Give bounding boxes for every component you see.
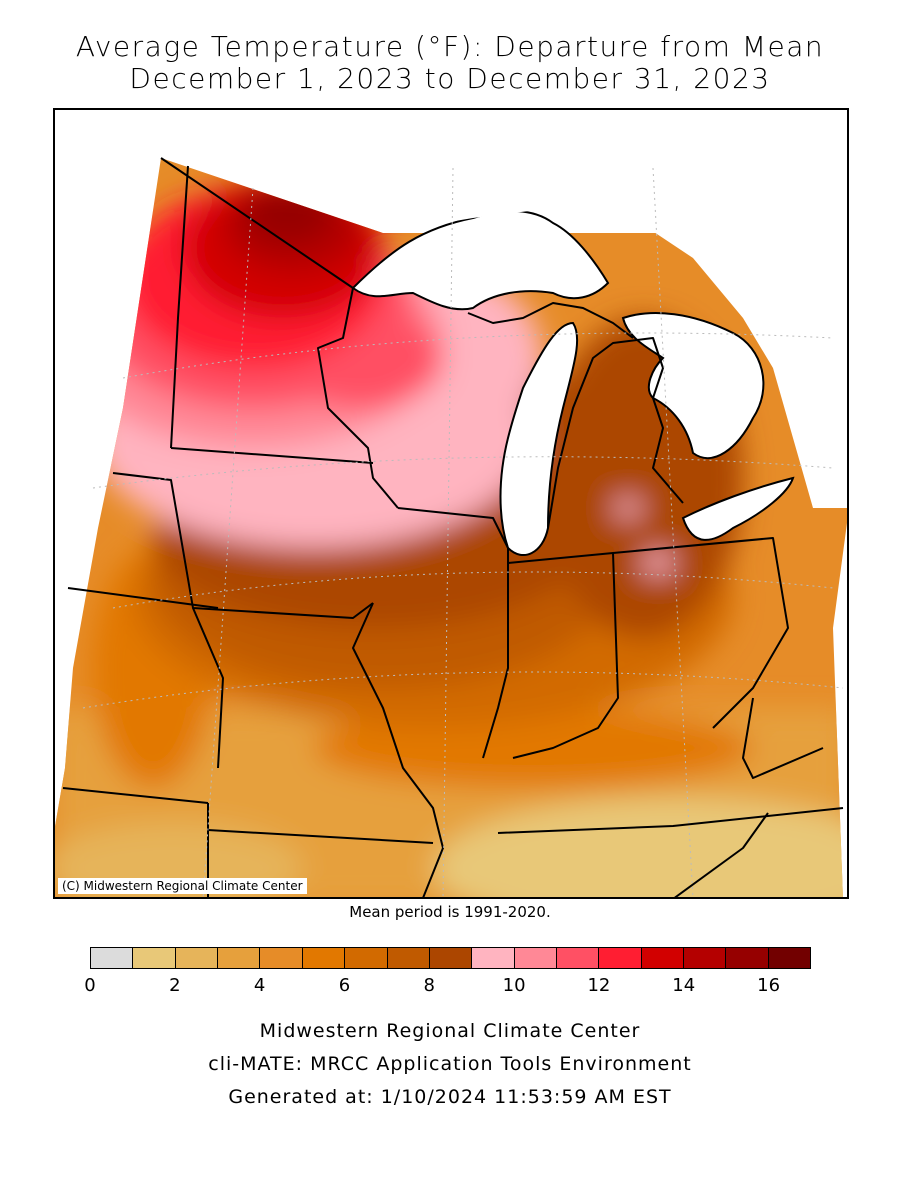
great-lakes (351, 210, 795, 557)
legend-swatch (345, 948, 388, 968)
legend-tick-label: 6 (338, 975, 351, 996)
color-legend (90, 947, 811, 969)
legend-swatch (599, 948, 642, 968)
map-title-line-2: December 1, 2023 to December 31, 2023 (129, 62, 771, 95)
legend-swatch (641, 948, 685, 968)
footer-org: Midwestern Regional Climate Center (259, 1020, 641, 1042)
mean-period-note: Mean period is 1991-2020. (349, 903, 551, 921)
temperature-departure-map (53, 108, 849, 899)
legend-swatch (91, 948, 134, 968)
legend-tick-label: 10 (502, 975, 526, 996)
legend-swatch (514, 948, 557, 968)
legend-swatch (387, 948, 430, 968)
legend-tick-labels: 0 2 4 6 8 10 12 14 16 (84, 972, 811, 1002)
legend-tick-label: 2 (169, 975, 181, 996)
legend-swatch (260, 948, 303, 968)
legend-tick-label: 4 (253, 975, 266, 996)
footer-app: cli-MATE: MRCC Application Tools Environ… (208, 1053, 692, 1075)
legend-tick-label: 8 (423, 975, 436, 996)
footer-generated: Generated at: 1/10/2024 11:53:59 AM EST (228, 1086, 672, 1108)
map-credit: (C) Midwestern Regional Climate Center (58, 878, 307, 894)
legend-swatch (175, 948, 219, 968)
legend-tick-label: 0 (84, 975, 96, 996)
graticule (82, 167, 844, 899)
legend-swatch (133, 948, 176, 968)
legend-swatch (556, 948, 600, 968)
legend-tick-label: 12 (587, 975, 611, 996)
legend-swatch (726, 948, 769, 968)
map-title-line-1: Average Temperature (°F): Departure from… (75, 30, 825, 63)
legend-swatch (302, 948, 346, 968)
state-borders (62, 157, 844, 899)
outside-domain (383, 108, 849, 508)
legend-swatch (472, 948, 515, 968)
legend-swatch (218, 948, 261, 968)
map-border (53, 108, 849, 899)
legend-swatch (684, 948, 727, 968)
legend-swatch (768, 948, 811, 968)
legend-tick-label: 16 (757, 975, 781, 996)
legend-swatch (429, 948, 473, 968)
legend-tick-label: 14 (672, 975, 696, 996)
